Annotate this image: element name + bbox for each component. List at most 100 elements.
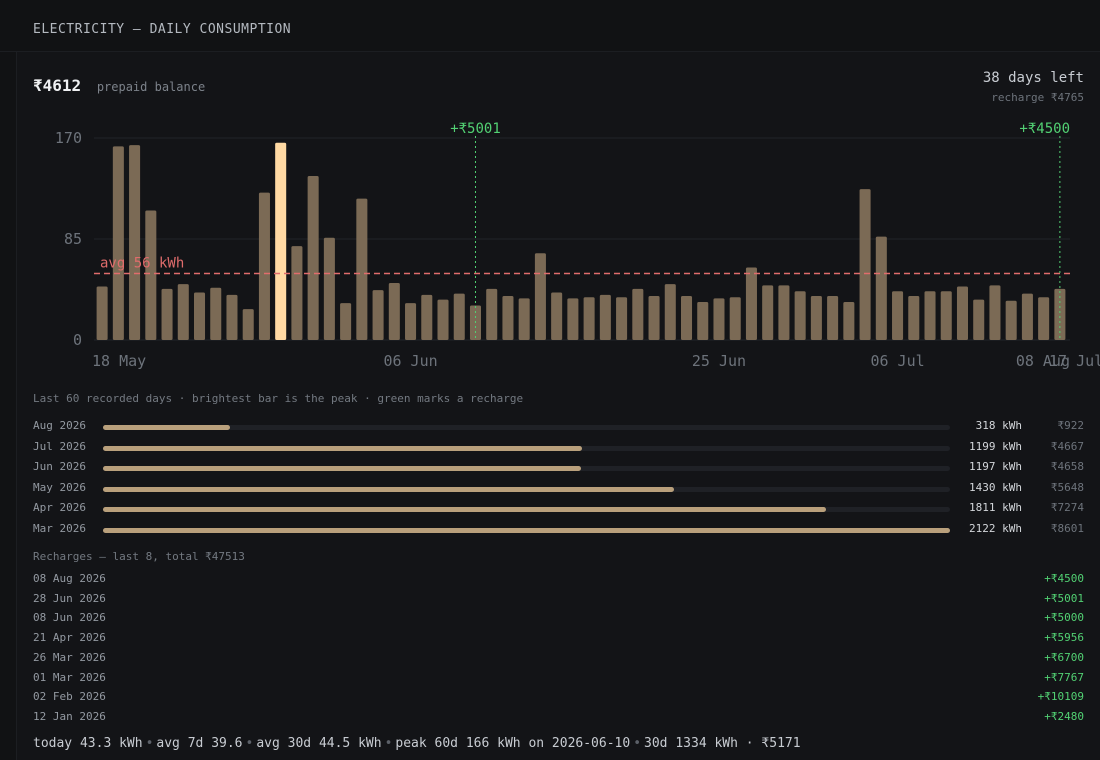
bar bbox=[307, 176, 319, 340]
bar bbox=[810, 296, 822, 340]
bar bbox=[356, 198, 368, 340]
stat-peak: peak 60d 166 kWh on 2026-06-10 bbox=[395, 736, 631, 751]
month-label: Jun 2026 bbox=[33, 460, 86, 474]
month-bar-track bbox=[103, 507, 950, 513]
bar bbox=[340, 303, 352, 340]
month-kwh: 1197 kWh bbox=[969, 460, 1022, 474]
month-bar-fill bbox=[103, 445, 582, 451]
balance-amount: ₹4612 bbox=[33, 76, 82, 95]
balance-label: prepaid balance bbox=[96, 80, 206, 94]
month-kwh: 1430 kWh bbox=[969, 480, 1022, 494]
bar bbox=[664, 284, 676, 340]
recharge-row: 08 Aug 2026 +₹4500 bbox=[33, 572, 1084, 588]
bar bbox=[226, 294, 238, 340]
x-tick-label: 18 May bbox=[92, 352, 146, 370]
bar bbox=[453, 293, 465, 340]
x-tick-label: 06 Jul bbox=[870, 352, 924, 370]
stat-today: today 43.3 kWh bbox=[33, 736, 143, 751]
bar bbox=[729, 297, 741, 340]
month-kwh: 318 kWh bbox=[975, 419, 1022, 432]
recharge-amount: +₹2480 bbox=[1044, 709, 1084, 723]
peak-bar bbox=[275, 142, 287, 340]
month-bar-fill bbox=[103, 425, 230, 430]
y-tick-label: 170 bbox=[55, 129, 82, 147]
month-cost: ₹4658 bbox=[1050, 460, 1084, 474]
recharge-marker-label: +₹4500 bbox=[1019, 121, 1070, 137]
bar bbox=[145, 210, 157, 340]
recharge-date: 21 Apr 2026 bbox=[33, 631, 106, 645]
month-bar-fill bbox=[103, 466, 581, 472]
month-bar-track bbox=[103, 445, 950, 451]
month-row: Jun 2026 1197 kWh ₹4658 bbox=[33, 460, 1084, 476]
y-tick-label: 0 bbox=[73, 331, 82, 349]
bar bbox=[632, 288, 644, 340]
x-tick-label: 06 Jun bbox=[383, 352, 437, 370]
bar bbox=[940, 291, 952, 340]
month-cost: ₹922 bbox=[1057, 419, 1085, 432]
separator: • bbox=[245, 736, 254, 751]
bar bbox=[973, 299, 985, 340]
month-bar-track bbox=[103, 528, 950, 533]
balance-block: ₹4612 prepaid balance bbox=[33, 76, 205, 95]
bar bbox=[258, 192, 270, 340]
bar bbox=[1005, 300, 1017, 340]
month-kwh: 1199 kWh bbox=[969, 439, 1022, 453]
bar bbox=[1054, 288, 1066, 340]
month-row: Apr 2026 1811 kWh ₹7274 bbox=[33, 501, 1084, 517]
month-cost: ₹5648 bbox=[1050, 480, 1084, 494]
stat-total-30d: 30d 1334 kWh · ₹5171 bbox=[644, 736, 801, 751]
bar bbox=[924, 291, 936, 340]
x-tick-label: 25 Jun bbox=[692, 352, 746, 370]
recharge-row: 08 Jun 2026 +₹5000 bbox=[33, 611, 1084, 627]
bar bbox=[551, 292, 563, 340]
bar bbox=[599, 294, 611, 340]
x-tick-label: 08 Aug bbox=[1016, 352, 1070, 370]
bar bbox=[892, 291, 904, 340]
bar bbox=[112, 146, 124, 340]
month-label: Apr 2026 bbox=[33, 501, 86, 515]
header: ELECTRICITY — DAILY CONSUMPTION bbox=[0, 0, 1100, 52]
bar bbox=[96, 286, 108, 340]
month-bar-fill bbox=[103, 486, 674, 492]
y-tick-label: 85 bbox=[64, 230, 82, 248]
bar bbox=[323, 237, 335, 340]
days-left: 38 days left bbox=[982, 70, 1084, 86]
bar bbox=[486, 288, 498, 340]
consumption-panel bbox=[16, 52, 1100, 760]
bar bbox=[778, 285, 790, 340]
recharge-date: 08 Jun 2026 bbox=[33, 611, 106, 625]
recharge-row: 12 Jan 2026 +₹2480 bbox=[33, 710, 1084, 726]
bar bbox=[583, 297, 595, 340]
bar bbox=[794, 291, 806, 340]
bar bbox=[161, 288, 173, 340]
bar bbox=[421, 294, 433, 340]
bar bbox=[745, 267, 757, 340]
month-row: Jul 2026 1199 kWh ₹4667 bbox=[33, 440, 1084, 456]
bar bbox=[177, 284, 189, 340]
month-label: Mar 2026 bbox=[33, 522, 86, 535]
recharge-amount: +₹5956 bbox=[1044, 631, 1084, 645]
recharge-date: 02 Feb 2026 bbox=[33, 690, 106, 704]
month-bar-track bbox=[103, 486, 950, 492]
month-label: May 2026 bbox=[33, 480, 86, 494]
month-kwh: 1811 kWh bbox=[969, 501, 1022, 515]
bar bbox=[1021, 293, 1033, 340]
month-bar-fill bbox=[103, 528, 950, 533]
bar bbox=[989, 285, 1001, 340]
daily-consumption-chart: 0 85 170 avg 56 kWh +₹5001 +₹4500 18 May 06 Jun… bbox=[55, 121, 1100, 370]
recharge-amount: +₹5001 bbox=[1044, 591, 1084, 605]
separator: • bbox=[145, 736, 154, 751]
recharge-row: 01 Mar 2026 +₹7767 bbox=[33, 671, 1084, 687]
recharge-date: 26 Mar 2026 bbox=[33, 650, 106, 664]
page-title: ELECTRICITY — DAILY CONSUMPTION bbox=[33, 22, 292, 37]
separator: • bbox=[384, 736, 393, 751]
bar bbox=[680, 296, 693, 340]
bar bbox=[827, 296, 839, 340]
month-row: Mar 2026 2122 kWh ₹8601 bbox=[33, 522, 1084, 538]
avg-label: avg 56 kWh bbox=[100, 255, 184, 271]
bar bbox=[567, 298, 579, 340]
recharge-marker-label: +₹5001 bbox=[450, 121, 501, 137]
recharge-row: 28 Jun 2026 +₹5001 bbox=[33, 592, 1084, 608]
bar bbox=[388, 282, 400, 340]
recharge-row: 26 Mar 2026 +₹6700 bbox=[33, 651, 1084, 667]
